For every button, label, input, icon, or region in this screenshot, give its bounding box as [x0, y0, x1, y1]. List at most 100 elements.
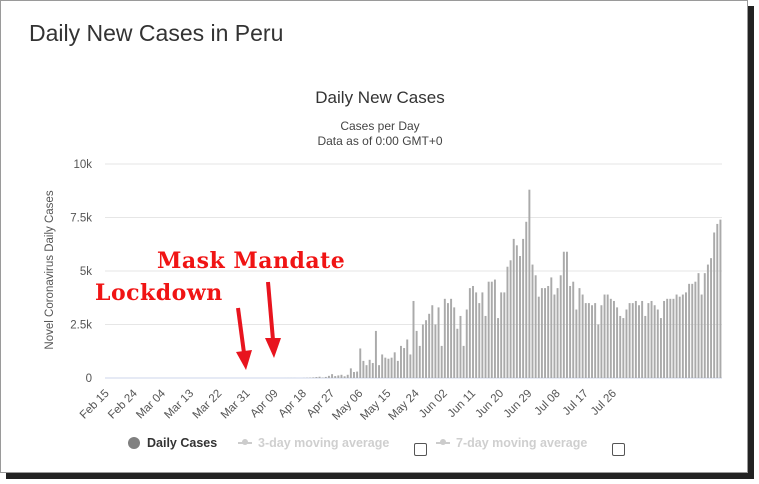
bar[interactable]	[631, 303, 634, 378]
bar[interactable]	[409, 354, 412, 378]
bar[interactable]	[346, 374, 349, 378]
bar[interactable]	[669, 298, 672, 378]
bar[interactable]	[374, 330, 377, 378]
bar[interactable]	[528, 189, 531, 378]
bar[interactable]	[443, 298, 446, 378]
bar[interactable]	[384, 357, 387, 378]
bar[interactable]	[537, 296, 540, 378]
bar[interactable]	[393, 352, 396, 378]
bar[interactable]	[531, 264, 534, 378]
bar[interactable]	[324, 376, 327, 378]
bar[interactable]	[719, 219, 722, 378]
bar[interactable]	[619, 315, 622, 378]
bar[interactable]	[622, 318, 625, 378]
bar[interactable]	[315, 377, 318, 378]
bar[interactable]	[368, 359, 371, 378]
legend-item-daily-cases[interactable]: Daily Cases	[128, 436, 217, 450]
legend-item-3-day-average[interactable]: 3-day moving average	[238, 436, 389, 450]
bar[interactable]	[653, 305, 656, 378]
bar[interactable]	[534, 275, 537, 378]
bar[interactable]	[353, 372, 355, 378]
bar[interactable]	[484, 315, 487, 378]
bar[interactable]	[647, 303, 650, 378]
bar[interactable]	[456, 328, 459, 378]
bar[interactable]	[666, 298, 669, 378]
bar[interactable]	[390, 357, 393, 378]
bar[interactable]	[547, 285, 550, 378]
bar[interactable]	[400, 345, 402, 378]
bar[interactable]	[697, 273, 700, 378]
bar[interactable]	[381, 354, 384, 378]
bar[interactable]	[509, 260, 512, 378]
bar[interactable]	[337, 375, 340, 378]
bar[interactable]	[506, 266, 509, 378]
bar[interactable]	[340, 374, 343, 378]
bar[interactable]	[559, 275, 562, 378]
bar[interactable]	[703, 273, 706, 378]
bar[interactable]	[609, 298, 612, 378]
bar[interactable]	[519, 256, 521, 378]
bar[interactable]	[591, 305, 593, 378]
bar[interactable]	[572, 281, 575, 378]
bar[interactable]	[540, 288, 543, 378]
bar[interactable]	[362, 360, 365, 378]
bar[interactable]	[493, 279, 496, 378]
bar[interactable]	[462, 345, 465, 378]
bar[interactable]	[553, 294, 556, 378]
checkbox-7-day-average[interactable]	[612, 443, 625, 456]
bar[interactable]	[578, 288, 581, 378]
bar[interactable]	[584, 303, 587, 378]
bar[interactable]	[334, 376, 337, 378]
bar[interactable]	[612, 300, 615, 378]
bar[interactable]	[544, 288, 547, 378]
bar[interactable]	[478, 303, 481, 378]
bar[interactable]	[600, 305, 603, 378]
bar[interactable]	[440, 345, 443, 378]
bar[interactable]	[675, 294, 678, 378]
bar[interactable]	[481, 292, 484, 378]
bar[interactable]	[694, 281, 697, 378]
bar[interactable]	[312, 377, 315, 378]
bar[interactable]	[713, 232, 716, 378]
bar[interactable]	[522, 238, 525, 378]
bar[interactable]	[644, 315, 647, 378]
bar[interactable]	[597, 324, 600, 379]
bar[interactable]	[331, 374, 334, 378]
bar[interactable]	[327, 375, 330, 378]
bar[interactable]	[359, 348, 362, 378]
bar[interactable]	[318, 376, 321, 378]
bar[interactable]	[396, 360, 399, 378]
bar[interactable]	[500, 292, 503, 378]
bar[interactable]	[497, 318, 500, 378]
bar[interactable]	[672, 298, 675, 378]
bar[interactable]	[468, 288, 471, 378]
bar[interactable]	[418, 345, 421, 378]
bar[interactable]	[406, 339, 409, 378]
bar[interactable]	[425, 320, 427, 378]
bar[interactable]	[453, 307, 456, 378]
bar[interactable]	[343, 376, 346, 378]
bar[interactable]	[706, 264, 709, 378]
bar[interactable]	[431, 305, 434, 378]
bar[interactable]	[566, 251, 568, 378]
bar[interactable]	[437, 307, 440, 378]
bar[interactable]	[685, 292, 687, 378]
bar[interactable]	[678, 296, 681, 378]
bar[interactable]	[575, 309, 578, 378]
bar[interactable]	[490, 281, 493, 378]
bar[interactable]	[663, 300, 666, 378]
bar[interactable]	[487, 281, 490, 378]
bar[interactable]	[434, 324, 437, 379]
bar[interactable]	[415, 330, 418, 378]
bar[interactable]	[428, 313, 431, 378]
bar[interactable]	[503, 292, 506, 378]
bar[interactable]	[594, 303, 597, 378]
bar[interactable]	[365, 365, 368, 378]
bar[interactable]	[710, 258, 713, 378]
bar[interactable]	[475, 292, 478, 378]
bar[interactable]	[569, 285, 572, 378]
bar[interactable]	[656, 309, 659, 378]
bar[interactable]	[465, 309, 468, 378]
bar[interactable]	[691, 283, 694, 378]
checkbox-3-day-average[interactable]	[414, 443, 427, 456]
